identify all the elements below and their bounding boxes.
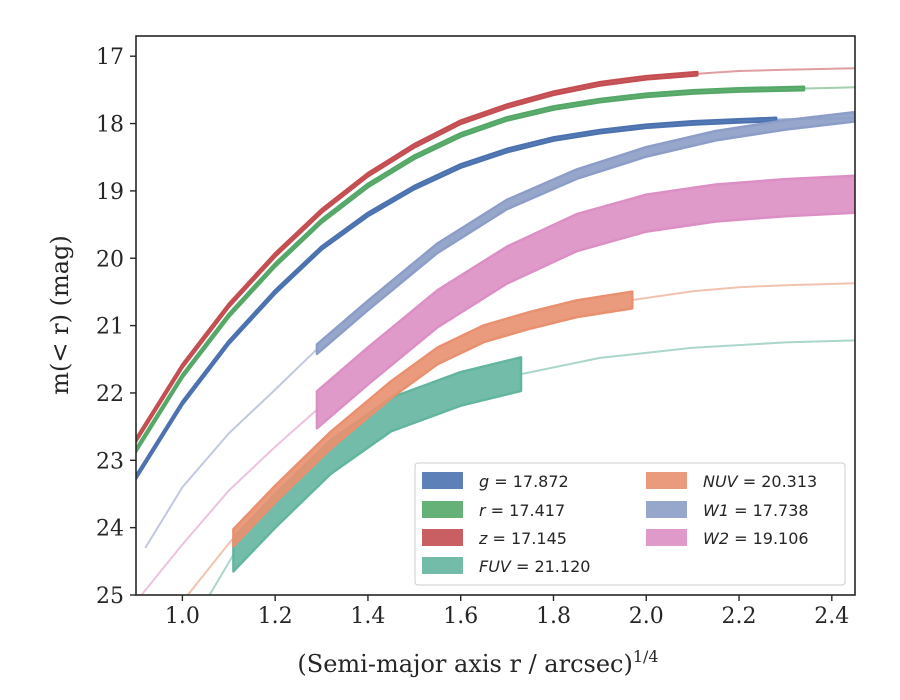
y-tick-label: 24 <box>96 517 124 542</box>
legend-swatch-w2 <box>646 529 687 546</box>
legend-label-fuv: FUV = 21.120 <box>479 557 590 576</box>
legend-swatch-r <box>422 501 463 518</box>
legend-box <box>414 462 846 586</box>
x-tick-label: 2.2 <box>722 604 757 629</box>
series-nuv-measured-band <box>232 290 634 548</box>
y-tick-label: 25 <box>96 584 124 609</box>
x-tick-label: 1.4 <box>350 604 385 629</box>
legend-label-value: = 17.417 <box>486 501 566 520</box>
legend-label-value: = 20.313 <box>738 472 818 491</box>
series-r <box>136 85 855 454</box>
series-fuv-extrapolation-inner <box>208 554 235 595</box>
legend-item-g: g = 17.872 <box>422 472 569 491</box>
legend-item-z: z = 17.145 <box>422 529 567 548</box>
series-fuv-extrapolation-outer <box>520 339 855 376</box>
legend-label-var: z <box>478 529 488 548</box>
legend-item-r: r = 17.417 <box>422 501 565 520</box>
legend-item-w1: W1 = 17.738 <box>646 501 809 520</box>
legend-item-fuv: FUV = 21.120 <box>422 557 590 576</box>
legend-label-value: = 17.872 <box>489 472 569 491</box>
y-tick-label: 21 <box>96 315 124 340</box>
x-axis-label-main: (Semi-major axis r / arcsec) <box>297 650 632 678</box>
series-nuv-extrapolation-inner <box>186 537 235 595</box>
x-axis-ticks: 1.0 1.2 1.4 1.6 1.8 2.0 2.2 2.4 <box>165 595 849 629</box>
legend-item-nuv: NUV = 20.313 <box>646 472 817 491</box>
series-w2 <box>140 174 855 595</box>
legend-label-r: r = 17.417 <box>479 501 565 520</box>
y-tick-label: 19 <box>96 180 124 205</box>
series-w2-measured-band <box>315 174 855 430</box>
x-tick-label: 2.4 <box>814 604 849 629</box>
y-tick-label: 18 <box>96 113 124 138</box>
legend-label-var: W2 <box>703 529 729 548</box>
x-axis-label: (Semi-major axis r / arcsec)1/4 <box>297 647 658 678</box>
x-tick-label: 1.8 <box>536 604 571 629</box>
x-axis-label-exponent: 1/4 <box>633 647 659 666</box>
legend-swatch-fuv <box>422 557 463 574</box>
series-z <box>136 67 855 444</box>
y-axis-label: m(< r) (mag) <box>46 235 74 394</box>
series-r-measured-band <box>136 85 806 454</box>
legend-swatch-w1 <box>646 501 687 518</box>
legend-label-nuv: NUV = 20.313 <box>703 472 817 491</box>
y-tick-label: 23 <box>96 449 124 474</box>
series-nuv <box>186 282 855 595</box>
y-tick-label: 17 <box>96 45 124 70</box>
series-w1-extrapolation-inner <box>144 348 318 549</box>
legend-label-w2: W2 = 19.106 <box>703 529 809 548</box>
y-tick-label: 20 <box>96 247 124 272</box>
legend-label-var: g <box>479 472 489 491</box>
legend-label-value: = 19.106 <box>729 529 809 548</box>
legend-label-z: z = 17.145 <box>478 529 567 548</box>
legend-label-value: = 17.145 <box>487 529 567 548</box>
series-w2-extrapolation-inner <box>140 409 318 595</box>
plot-frame <box>135 35 856 596</box>
series-r-extrapolation-outer <box>803 86 855 90</box>
series-z-measured-band <box>136 70 699 444</box>
series-w1-measured-band <box>315 110 855 356</box>
series-nuv-extrapolation-outer <box>632 282 855 301</box>
legend-swatch-g <box>422 472 463 489</box>
legend-item-w2: W2 = 19.106 <box>646 529 809 548</box>
series-w1 <box>144 110 855 549</box>
legend-label-var: W1 <box>703 501 729 520</box>
legend-label-w1: W1 = 17.738 <box>703 501 809 520</box>
legend-label-var: FUV <box>479 557 512 576</box>
y-tick-label: 22 <box>96 382 124 407</box>
legend-swatch-nuv <box>646 472 687 489</box>
legend-label-value: = 21.120 <box>511 557 591 576</box>
legend-swatch-z <box>422 529 463 546</box>
legend-label-g: g = 17.872 <box>479 472 569 491</box>
series-z-extrapolation-outer <box>697 67 855 75</box>
series-layer <box>136 67 855 595</box>
legend-label-var: r <box>479 501 487 520</box>
x-tick-label: 1.6 <box>443 604 478 629</box>
y-axis-ticks: 17 18 19 20 21 22 23 24 25 <box>96 45 136 609</box>
x-tick-label: 1.2 <box>258 604 293 629</box>
x-tick-label: 1.0 <box>165 604 200 629</box>
x-tick-label: 2.0 <box>629 604 664 629</box>
legend-label-value: = 17.738 <box>729 501 809 520</box>
legend-label-var: NUV <box>703 472 739 491</box>
